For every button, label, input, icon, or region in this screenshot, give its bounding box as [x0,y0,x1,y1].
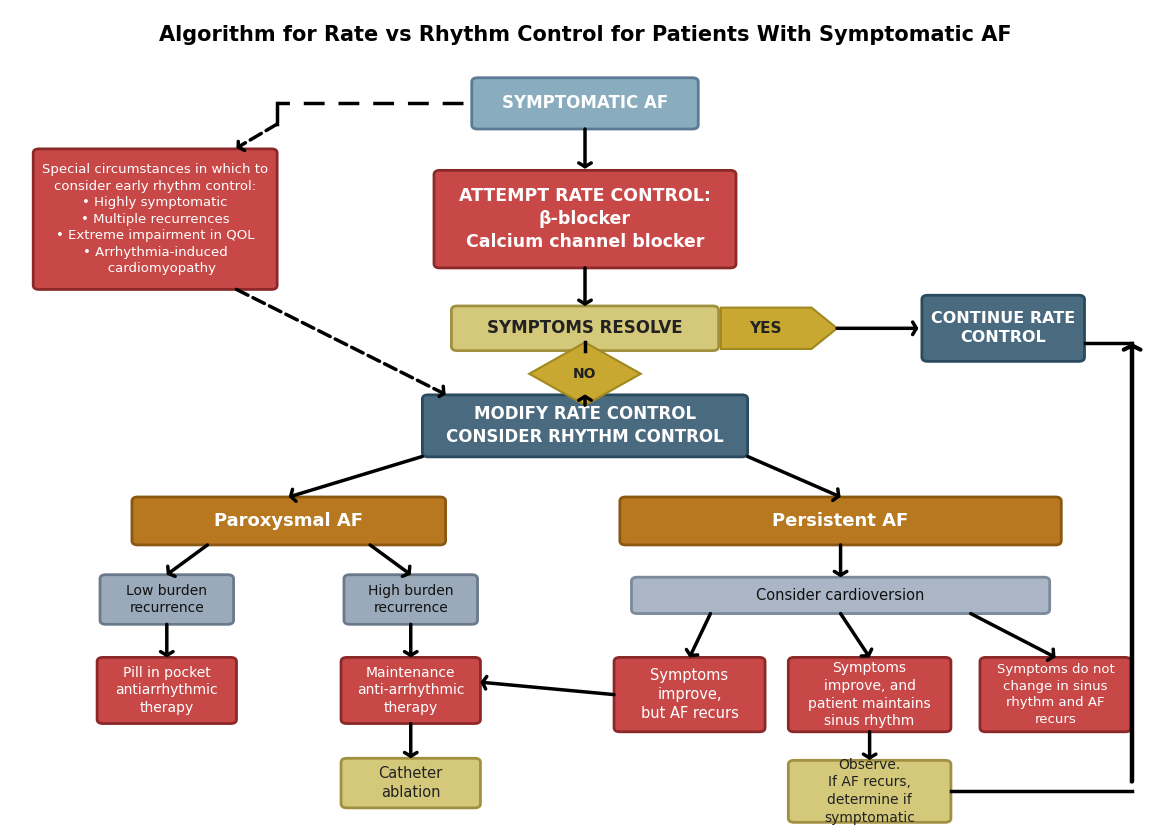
Text: Algorithm for Rate vs Rhythm Control for Patients With Symptomatic AF: Algorithm for Rate vs Rhythm Control for… [159,25,1011,45]
Polygon shape [529,343,641,406]
Text: Low burden
recurrence: Low burden recurrence [126,583,207,615]
Text: Maintenance
anti-arrhythmic
therapy: Maintenance anti-arrhythmic therapy [357,665,464,716]
Text: Symptoms
improve,
but AF recurs: Symptoms improve, but AF recurs [641,668,738,722]
FancyBboxPatch shape [99,575,234,624]
FancyBboxPatch shape [980,657,1131,732]
Text: Special circumstances in which to
consider early rhythm control:
• Highly sympto: Special circumstances in which to consid… [42,163,268,275]
FancyBboxPatch shape [340,657,481,723]
Text: Paroxysmal AF: Paroxysmal AF [214,512,363,530]
Text: Symptoms
improve, and
patient maintains
sinus rhythm: Symptoms improve, and patient maintains … [808,661,931,728]
Text: SYMPTOMATIC AF: SYMPTOMATIC AF [502,95,668,112]
Text: SYMPTOMS RESOLVE: SYMPTOMS RESOLVE [487,319,683,338]
Text: ATTEMPT RATE CONTROL:
β-blocker
Calcium channel blocker: ATTEMPT RATE CONTROL: β-blocker Calcium … [459,187,711,251]
FancyBboxPatch shape [132,497,446,545]
Text: Symptoms do not
change in sinus
rhythm and AF
recurs: Symptoms do not change in sinus rhythm a… [997,664,1114,726]
Text: CONTINUE RATE
CONTROL: CONTINUE RATE CONTROL [931,311,1075,345]
FancyBboxPatch shape [344,575,477,624]
FancyBboxPatch shape [340,758,481,808]
FancyBboxPatch shape [922,295,1085,361]
FancyBboxPatch shape [33,149,277,289]
FancyBboxPatch shape [632,577,1049,613]
FancyBboxPatch shape [452,306,718,350]
Text: Catheter
ablation: Catheter ablation [379,766,443,800]
FancyBboxPatch shape [620,497,1061,545]
FancyBboxPatch shape [472,78,698,129]
Text: Observe.
If AF recurs,
determine if
symptomatic: Observe. If AF recurs, determine if symp… [824,758,915,825]
Text: Pill in pocket
antiarrhythmic
therapy: Pill in pocket antiarrhythmic therapy [116,665,218,716]
FancyBboxPatch shape [614,657,765,732]
Text: Consider cardioversion: Consider cardioversion [756,588,924,603]
Polygon shape [721,308,837,349]
Text: MODIFY RATE CONTROL
CONSIDER RHYTHM CONTROL: MODIFY RATE CONTROL CONSIDER RHYTHM CONT… [446,406,724,447]
Text: High burden
recurrence: High burden recurrence [369,583,454,615]
FancyBboxPatch shape [434,170,736,268]
Text: Persistent AF: Persistent AF [772,512,909,530]
FancyBboxPatch shape [422,395,748,457]
FancyBboxPatch shape [789,760,951,822]
FancyBboxPatch shape [97,657,236,723]
FancyBboxPatch shape [789,657,951,732]
Text: NO: NO [573,367,597,380]
Text: YES: YES [749,321,782,336]
